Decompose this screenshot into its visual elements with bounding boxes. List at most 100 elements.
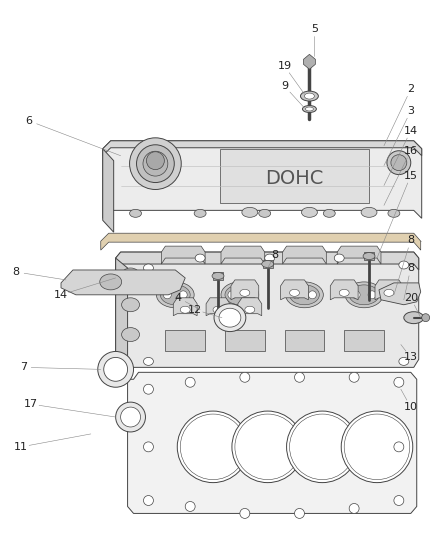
Ellipse shape xyxy=(259,209,271,217)
Text: 16: 16 xyxy=(404,146,418,156)
Polygon shape xyxy=(330,280,358,300)
Polygon shape xyxy=(238,298,262,316)
Ellipse shape xyxy=(349,373,359,382)
Text: 10: 10 xyxy=(404,402,418,412)
Ellipse shape xyxy=(242,207,258,217)
Text: 17: 17 xyxy=(24,399,38,409)
Bar xyxy=(263,260,273,268)
Text: 15: 15 xyxy=(404,171,418,181)
Ellipse shape xyxy=(305,107,314,111)
Ellipse shape xyxy=(286,282,323,308)
Ellipse shape xyxy=(144,442,153,452)
Text: 2: 2 xyxy=(407,84,414,94)
Polygon shape xyxy=(375,280,403,300)
Ellipse shape xyxy=(180,306,190,313)
Ellipse shape xyxy=(214,304,246,332)
Ellipse shape xyxy=(361,207,377,217)
Text: 8: 8 xyxy=(407,235,414,245)
Polygon shape xyxy=(283,246,326,264)
Bar xyxy=(220,149,369,204)
Polygon shape xyxy=(116,252,419,367)
Ellipse shape xyxy=(130,209,141,217)
Ellipse shape xyxy=(232,411,304,482)
Ellipse shape xyxy=(240,373,250,382)
Ellipse shape xyxy=(391,155,407,171)
Bar xyxy=(344,329,384,351)
Ellipse shape xyxy=(341,411,413,482)
Polygon shape xyxy=(101,233,421,250)
Text: 12: 12 xyxy=(188,305,202,314)
Polygon shape xyxy=(103,141,422,219)
Polygon shape xyxy=(221,246,265,264)
Ellipse shape xyxy=(294,508,304,519)
Ellipse shape xyxy=(228,291,236,299)
Polygon shape xyxy=(337,246,381,264)
Ellipse shape xyxy=(130,138,181,190)
Ellipse shape xyxy=(122,328,140,342)
Ellipse shape xyxy=(388,209,400,217)
Text: 8: 8 xyxy=(271,250,278,260)
Ellipse shape xyxy=(104,358,127,381)
Ellipse shape xyxy=(160,285,190,305)
Ellipse shape xyxy=(294,373,304,382)
Ellipse shape xyxy=(146,152,164,169)
Polygon shape xyxy=(206,298,230,316)
Polygon shape xyxy=(127,373,417,513)
Ellipse shape xyxy=(293,291,300,299)
Ellipse shape xyxy=(304,93,314,99)
Polygon shape xyxy=(103,141,422,156)
Ellipse shape xyxy=(399,261,409,269)
Ellipse shape xyxy=(349,285,379,305)
Polygon shape xyxy=(116,258,127,379)
Polygon shape xyxy=(161,246,205,264)
Ellipse shape xyxy=(345,282,383,308)
Text: 11: 11 xyxy=(14,442,28,452)
Ellipse shape xyxy=(387,151,411,175)
Ellipse shape xyxy=(195,254,205,262)
Ellipse shape xyxy=(213,306,223,313)
Bar xyxy=(213,272,223,280)
Ellipse shape xyxy=(352,291,360,299)
Text: 3: 3 xyxy=(407,106,414,116)
Polygon shape xyxy=(281,280,308,300)
Text: 8: 8 xyxy=(13,267,20,277)
Ellipse shape xyxy=(300,91,318,101)
Ellipse shape xyxy=(303,106,316,112)
Ellipse shape xyxy=(384,289,394,296)
Bar xyxy=(225,329,265,351)
Polygon shape xyxy=(103,149,114,232)
Ellipse shape xyxy=(137,145,174,182)
Ellipse shape xyxy=(144,264,153,272)
Text: 13: 13 xyxy=(404,352,418,362)
Ellipse shape xyxy=(179,291,187,299)
Text: 7: 7 xyxy=(20,362,27,373)
Ellipse shape xyxy=(177,411,249,482)
Ellipse shape xyxy=(290,285,319,305)
Ellipse shape xyxy=(323,209,335,217)
Polygon shape xyxy=(61,270,185,295)
Ellipse shape xyxy=(399,358,409,365)
Text: DOHC: DOHC xyxy=(265,169,324,188)
Text: 20: 20 xyxy=(404,293,418,303)
Ellipse shape xyxy=(212,272,224,279)
Ellipse shape xyxy=(185,502,195,512)
Ellipse shape xyxy=(185,377,195,387)
Ellipse shape xyxy=(286,411,358,482)
Ellipse shape xyxy=(334,254,344,262)
Bar xyxy=(165,329,205,351)
Ellipse shape xyxy=(116,402,145,432)
Polygon shape xyxy=(304,54,315,69)
Bar xyxy=(364,252,374,260)
Polygon shape xyxy=(231,280,259,300)
Ellipse shape xyxy=(244,291,252,299)
Ellipse shape xyxy=(290,289,300,296)
Ellipse shape xyxy=(122,298,140,312)
Ellipse shape xyxy=(240,289,250,296)
Ellipse shape xyxy=(368,291,376,299)
Ellipse shape xyxy=(422,314,430,321)
Ellipse shape xyxy=(394,442,404,452)
Ellipse shape xyxy=(225,285,255,305)
Text: 14: 14 xyxy=(404,126,418,136)
Ellipse shape xyxy=(163,291,171,299)
Ellipse shape xyxy=(404,312,424,324)
